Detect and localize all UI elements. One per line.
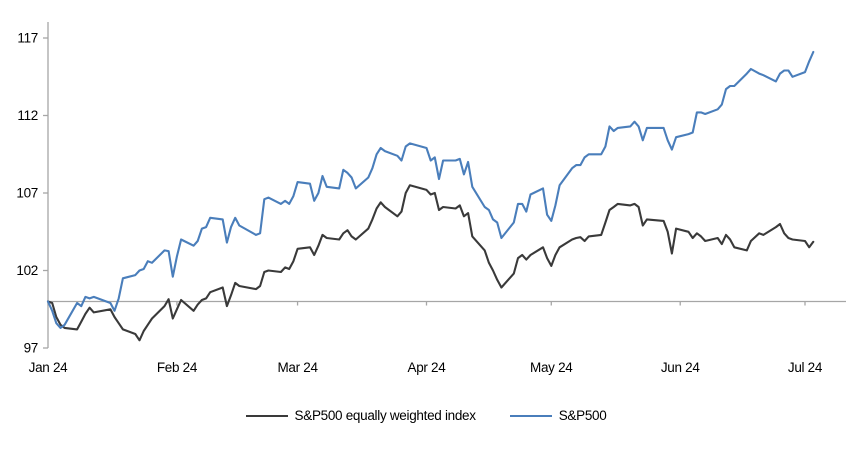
y-tick-label: 97 (24, 341, 38, 356)
y-tick-label: 117 (17, 31, 38, 46)
x-tick-label: Jan 24 (29, 360, 69, 375)
y-tick-label: 107 (16, 186, 38, 201)
x-tick-label: Jun 24 (661, 360, 701, 375)
y-tick-label: 102 (16, 263, 38, 278)
x-tick-label: Feb 24 (157, 360, 198, 375)
legend-entry-sp500: S&P500 (509, 408, 607, 423)
chart-legend: S&P500 equally weighted index S&P500 (0, 408, 852, 423)
legend-label-sp500: S&P500 (558, 408, 607, 423)
x-tick-label: Apr 24 (408, 360, 447, 375)
equal-weight-line-swatch (245, 414, 288, 417)
x-tick-label: Jul 24 (788, 360, 823, 375)
plot-area: 97 102 107 112 117 Jan 24 Feb 24 Mar 24 Apr 24 Ma… (16, 22, 846, 375)
legend-entry-equal-weight: S&P500 equally weighted index (245, 408, 476, 423)
x-tick-label: Mar 24 (277, 360, 318, 375)
x-tick-label: May 24 (530, 360, 573, 375)
axes: 97 102 107 112 117 Jan 24 Feb 24 Mar 24 Apr 24 Ma… (16, 22, 846, 375)
series-line-s-p500-equally-weighted-index (46, 184, 815, 342)
series-line-s-p500 (46, 50, 815, 329)
legend-label-equal-weight: S&P500 equally weighted index (294, 408, 476, 423)
y-tick-label: 112 (17, 108, 38, 123)
sp500-line-swatch (509, 414, 552, 417)
